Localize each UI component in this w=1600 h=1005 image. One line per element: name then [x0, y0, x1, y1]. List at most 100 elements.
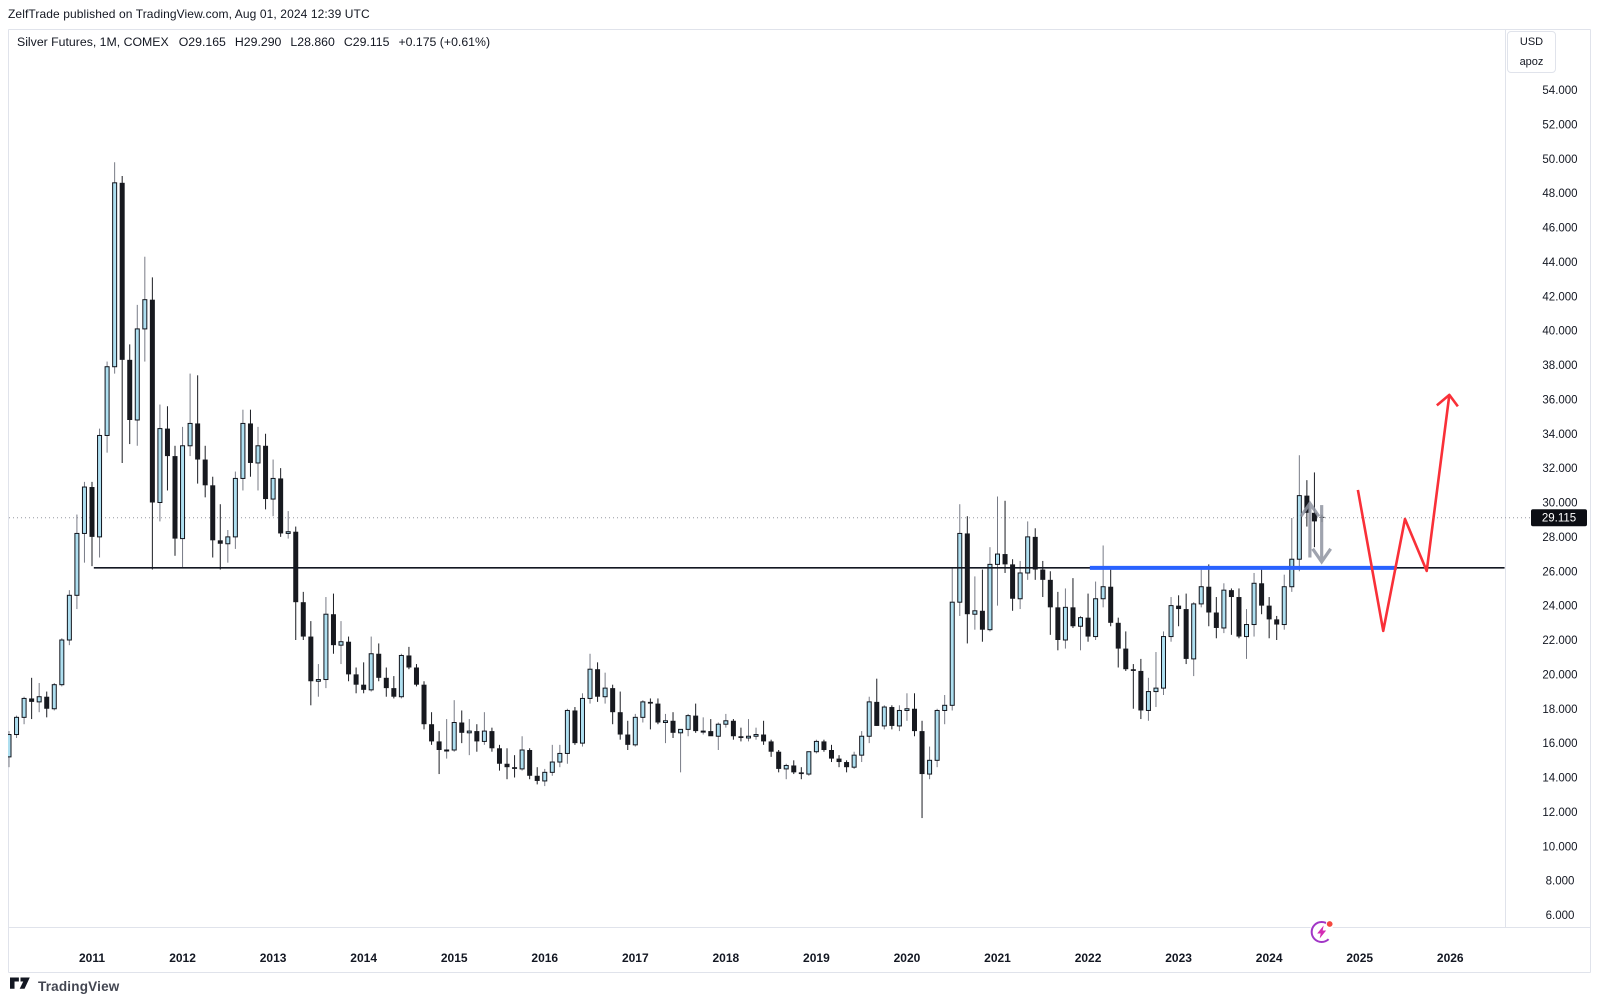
- candle: [1161, 631, 1167, 695]
- candle: [172, 445, 178, 556]
- candle: [293, 526, 299, 640]
- candle: [481, 712, 487, 745]
- price-tick-label: 8.000: [1546, 876, 1575, 888]
- candle: [1168, 597, 1174, 642]
- candle: [187, 373, 193, 457]
- idea-badge[interactable]: [1309, 920, 1334, 944]
- price-tick-label: 24.000: [1542, 601, 1577, 613]
- candle: [934, 708, 940, 768]
- candle: [678, 728, 684, 773]
- candle: [889, 705, 895, 730]
- candle: [1198, 569, 1204, 608]
- candle: [1274, 615, 1280, 640]
- candle: [361, 662, 367, 694]
- candle: [1032, 528, 1038, 580]
- candle: [255, 426, 261, 491]
- candle: [59, 638, 65, 687]
- candle: [383, 667, 389, 697]
- price-tick-label: 26.000: [1542, 566, 1577, 578]
- candle: [844, 760, 850, 773]
- candle: [89, 481, 95, 567]
- candle: [534, 767, 540, 785]
- candle: [1304, 480, 1310, 527]
- candle: [632, 713, 638, 747]
- candle: [157, 404, 163, 522]
- lightning-icon: [1317, 925, 1327, 939]
- candle: [730, 719, 736, 740]
- candle: [81, 481, 87, 563]
- candle: [806, 751, 812, 776]
- candle: [1047, 571, 1053, 635]
- candle: [210, 476, 216, 558]
- candle: [776, 750, 782, 773]
- candle: [247, 409, 253, 477]
- price-tick-label: 32.000: [1542, 463, 1577, 475]
- candle: [323, 597, 329, 689]
- candle: [753, 727, 759, 740]
- candle: [1017, 560, 1023, 610]
- axis-unit-measure[interactable]: apoz: [1519, 56, 1544, 68]
- candle: [957, 504, 963, 616]
- candle: [512, 755, 518, 778]
- price-tick-label: 16.000: [1542, 738, 1577, 750]
- candle: [655, 698, 661, 725]
- candle: [700, 717, 706, 735]
- candle: [66, 590, 72, 646]
- candle: [1236, 588, 1242, 639]
- candle: [896, 705, 902, 732]
- candle: [44, 691, 50, 718]
- price-tick-label: 14.000: [1542, 773, 1577, 785]
- projection-arrow[interactable]: [1356, 393, 1459, 633]
- candle: [602, 672, 608, 704]
- candle: [429, 712, 435, 745]
- candle: [519, 736, 525, 771]
- year-tick-label: 2015: [441, 951, 468, 965]
- candle: [768, 739, 774, 757]
- candle: [579, 693, 585, 747]
- year-tick-label: 2026: [1437, 951, 1464, 965]
- price-tick-label: 48.000: [1542, 188, 1577, 200]
- price-tick-label: 42.000: [1542, 291, 1577, 303]
- symbol-legend[interactable]: Silver Futures, 1M, COMEX O29.165 H29.290 L…: [17, 35, 499, 49]
- candle: [685, 713, 691, 737]
- candle: [398, 653, 404, 699]
- year-tick-label: 2024: [1256, 951, 1283, 965]
- candle: [127, 344, 133, 445]
- svg-text:29.115: 29.115: [1542, 513, 1576, 525]
- axis-unit-currency[interactable]: USD: [1519, 36, 1544, 48]
- candle: [263, 433, 269, 510]
- symbol-title[interactable]: Silver Futures, 1M, COMEX: [17, 35, 169, 49]
- candle: [451, 700, 457, 752]
- candle: [300, 591, 306, 640]
- candle: [444, 719, 450, 759]
- candle: [1100, 545, 1106, 608]
- tradingview-brand-text: TradingView: [38, 978, 120, 994]
- candle: [761, 720, 767, 745]
- candle: [1070, 578, 1076, 628]
- candle: [240, 409, 246, 491]
- candle: [308, 621, 314, 706]
- candle: [625, 720, 631, 750]
- down-arrow-marker[interactable]: [1311, 505, 1332, 565]
- candle: [119, 175, 125, 463]
- axis-unit-toggle[interactable]: USD apoz: [1507, 31, 1556, 73]
- candle: [564, 708, 570, 764]
- candle: [1228, 588, 1234, 635]
- candle: [413, 664, 419, 687]
- up-arrow-marker[interactable]: [1299, 500, 1321, 558]
- drawings: [93, 393, 1505, 633]
- price-tick-label: 50.000: [1542, 154, 1577, 166]
- candle: [195, 375, 201, 484]
- candle: [504, 748, 510, 780]
- tradingview-footer[interactable]: TradingView: [10, 976, 119, 996]
- year-tick-label: 2021: [984, 951, 1011, 965]
- price-tick-label: 38.000: [1542, 360, 1577, 372]
- candle: [315, 664, 321, 697]
- candle: [1281, 574, 1287, 630]
- candle: [1062, 588, 1068, 649]
- candle: [783, 763, 789, 780]
- candle: [368, 636, 374, 692]
- time-axis[interactable]: 2011 2012 2013 2014 2015 2016 2017 2018 2019 2020…: [79, 951, 1464, 965]
- candle: [142, 256, 148, 362]
